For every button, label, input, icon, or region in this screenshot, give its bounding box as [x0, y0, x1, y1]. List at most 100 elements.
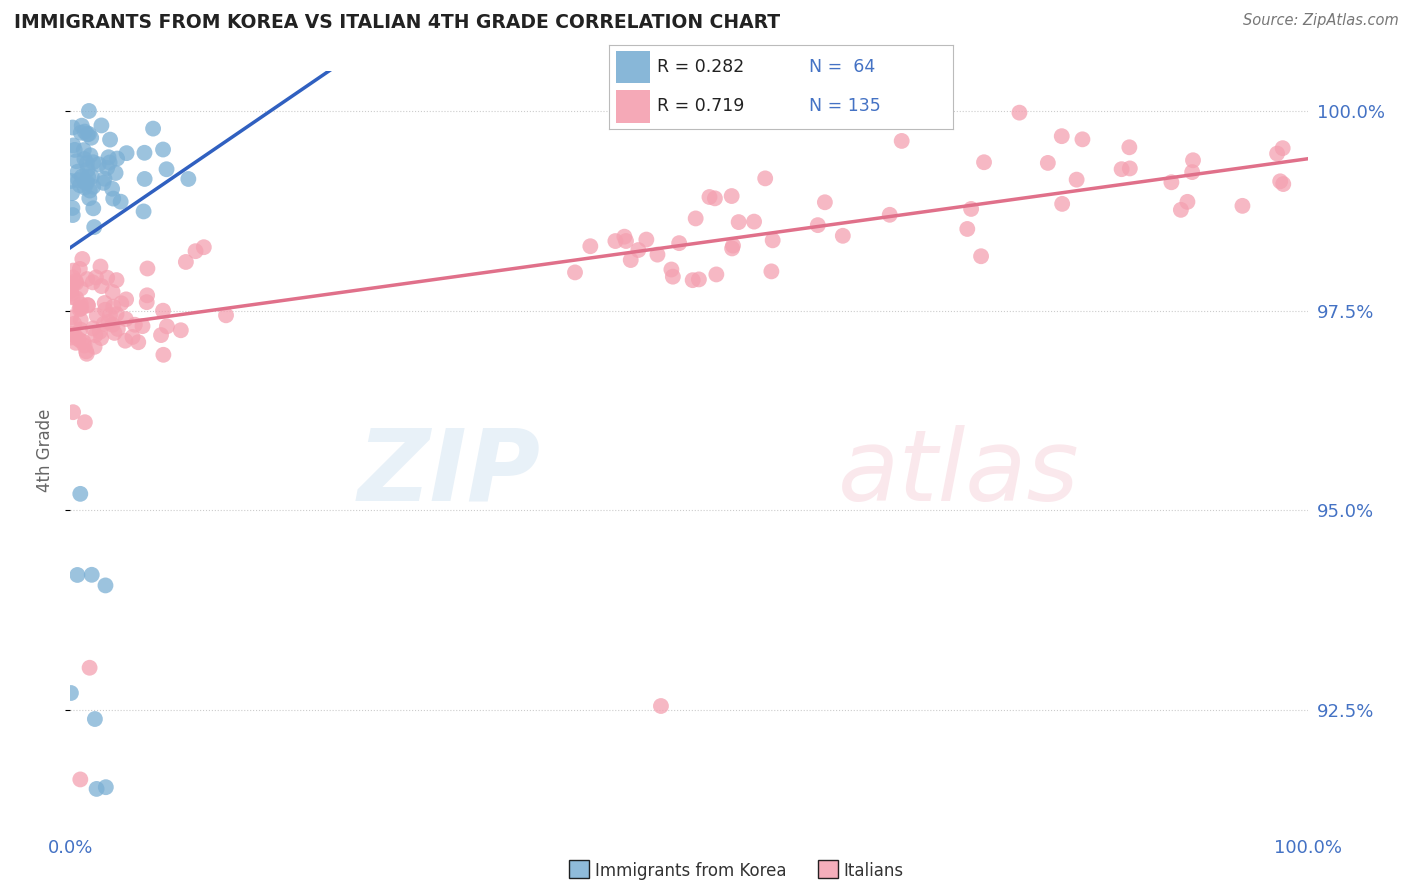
Point: [62, 208, 84, 222]
Text: N =  64: N = 64: [808, 58, 875, 76]
Point: [93, 296, 115, 310]
Point: [152, 348, 174, 362]
Point: [699, 190, 721, 204]
Point: [105, 307, 128, 321]
Point: [1177, 194, 1199, 209]
Point: [103, 192, 125, 206]
Point: [613, 229, 636, 244]
Point: [101, 285, 124, 299]
Point: [62, 201, 84, 215]
Point: [136, 288, 159, 302]
Point: [76, 298, 98, 312]
Text: Italians: Italians: [844, 863, 904, 880]
Point: [77, 169, 100, 184]
Point: [65, 335, 87, 350]
Point: [121, 330, 143, 344]
Point: [1118, 140, 1140, 154]
Point: [152, 303, 174, 318]
Point: [60, 174, 83, 188]
Point: [69, 322, 91, 336]
Point: [67, 302, 90, 317]
Point: [73, 152, 96, 166]
Point: [661, 262, 683, 277]
Point: [177, 172, 200, 186]
Point: [720, 189, 742, 203]
Point: [76, 128, 98, 142]
Point: [77, 298, 100, 312]
Point: [1270, 174, 1292, 188]
Point: [1181, 165, 1204, 179]
Point: [956, 222, 979, 236]
Point: [579, 239, 602, 253]
Point: [69, 281, 91, 295]
Point: [86, 781, 108, 796]
Point: [1050, 197, 1073, 211]
Point: [150, 328, 173, 343]
Point: [668, 236, 690, 251]
Point: [69, 487, 91, 501]
Point: [105, 152, 128, 166]
Point: [761, 264, 783, 278]
Point: [688, 272, 710, 286]
Point: [94, 780, 117, 794]
Point: [62, 270, 84, 285]
Point: [1050, 129, 1073, 144]
Point: [721, 241, 744, 255]
Point: [76, 162, 98, 177]
Text: N = 135: N = 135: [808, 97, 880, 115]
Point: [70, 301, 93, 316]
Point: [70, 169, 93, 184]
Point: [84, 328, 107, 343]
Point: [614, 234, 637, 248]
Point: [73, 180, 96, 194]
Point: [70, 119, 93, 133]
Point: [90, 279, 112, 293]
Point: [627, 243, 650, 257]
Point: [77, 127, 100, 141]
Point: [142, 121, 165, 136]
Point: [76, 175, 98, 189]
Text: ZIP: ZIP: [357, 425, 540, 522]
Point: [127, 335, 149, 350]
Point: [82, 276, 104, 290]
Point: [131, 319, 153, 334]
Point: [1182, 153, 1205, 168]
Point: [132, 204, 155, 219]
Point: [80, 169, 103, 184]
Point: [1071, 132, 1094, 146]
Point: [152, 143, 174, 157]
Point: [1160, 175, 1182, 189]
Point: [110, 296, 132, 310]
Point: [647, 247, 669, 261]
Point: [82, 321, 104, 335]
Point: [650, 698, 672, 713]
Point: [134, 172, 156, 186]
Point: [63, 327, 86, 342]
Point: [115, 146, 138, 161]
Text: IMMIGRANTS FROM KOREA VS ITALIAN 4TH GRADE CORRELATION CHART: IMMIGRANTS FROM KOREA VS ITALIAN 4TH GRA…: [14, 13, 780, 32]
Point: [65, 154, 87, 169]
Point: [76, 272, 98, 286]
Point: [101, 182, 124, 196]
Point: [104, 166, 127, 180]
Point: [973, 155, 995, 169]
Point: [67, 173, 90, 187]
Point: [73, 125, 96, 139]
Point: [97, 150, 120, 164]
Point: [62, 290, 84, 304]
Point: [685, 211, 707, 226]
Point: [90, 331, 112, 345]
Point: [62, 263, 84, 277]
Point: [103, 300, 125, 314]
Point: [82, 155, 104, 169]
Point: [620, 253, 643, 268]
Point: [831, 228, 853, 243]
Point: [65, 291, 87, 305]
Point: [66, 568, 89, 582]
Point: [69, 301, 91, 315]
Point: [170, 323, 193, 337]
Y-axis label: 4th Grade: 4th Grade: [35, 409, 53, 492]
Point: [636, 233, 658, 247]
Point: [59, 686, 82, 700]
Point: [114, 312, 136, 326]
